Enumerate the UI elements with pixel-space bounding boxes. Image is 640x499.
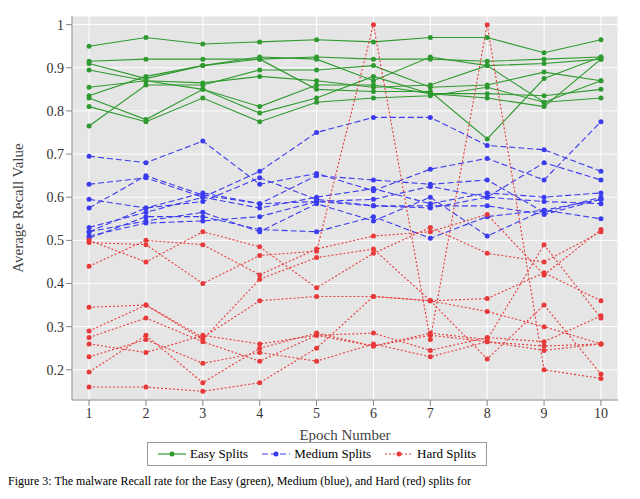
html-text:Easy Splits: Easy Splits: [190, 446, 249, 461]
svg-text:5: 5: [313, 406, 320, 421]
html-text:Hard Splits: Hard Splits: [417, 446, 476, 461]
svg-text:9: 9: [541, 406, 548, 421]
svg-text:7: 7: [427, 406, 434, 421]
svg-text:0.7: 0.7: [47, 147, 65, 162]
svg-text:Epoch Number: Epoch Number: [299, 427, 390, 443]
svg-text:0.9: 0.9: [47, 61, 65, 76]
svg-text:6: 6: [370, 406, 377, 421]
svg-text:0.3: 0.3: [47, 320, 65, 335]
svg-text:0.4: 0.4: [47, 276, 65, 291]
svg-text:Average Recall Value: Average Recall Value: [10, 143, 26, 273]
svg-text:1: 1: [86, 406, 93, 421]
svg-text:3: 3: [199, 406, 206, 421]
svg-text:0.6: 0.6: [47, 190, 65, 205]
svg-text:4: 4: [256, 406, 263, 421]
svg-text:0.2: 0.2: [47, 363, 65, 378]
svg-text:0.5: 0.5: [47, 233, 65, 248]
svg-text:10: 10: [594, 406, 608, 421]
svg-text:0.8: 0.8: [47, 104, 65, 119]
svg-text:8: 8: [484, 406, 491, 421]
html-text:Figure 3: The malware Recall r: Figure 3: The malware Recall rate for th…: [8, 474, 471, 488]
html-text:Medium Splits: Medium Splits: [294, 446, 372, 461]
svg-text:1: 1: [57, 18, 64, 33]
svg-text:2: 2: [142, 406, 149, 421]
